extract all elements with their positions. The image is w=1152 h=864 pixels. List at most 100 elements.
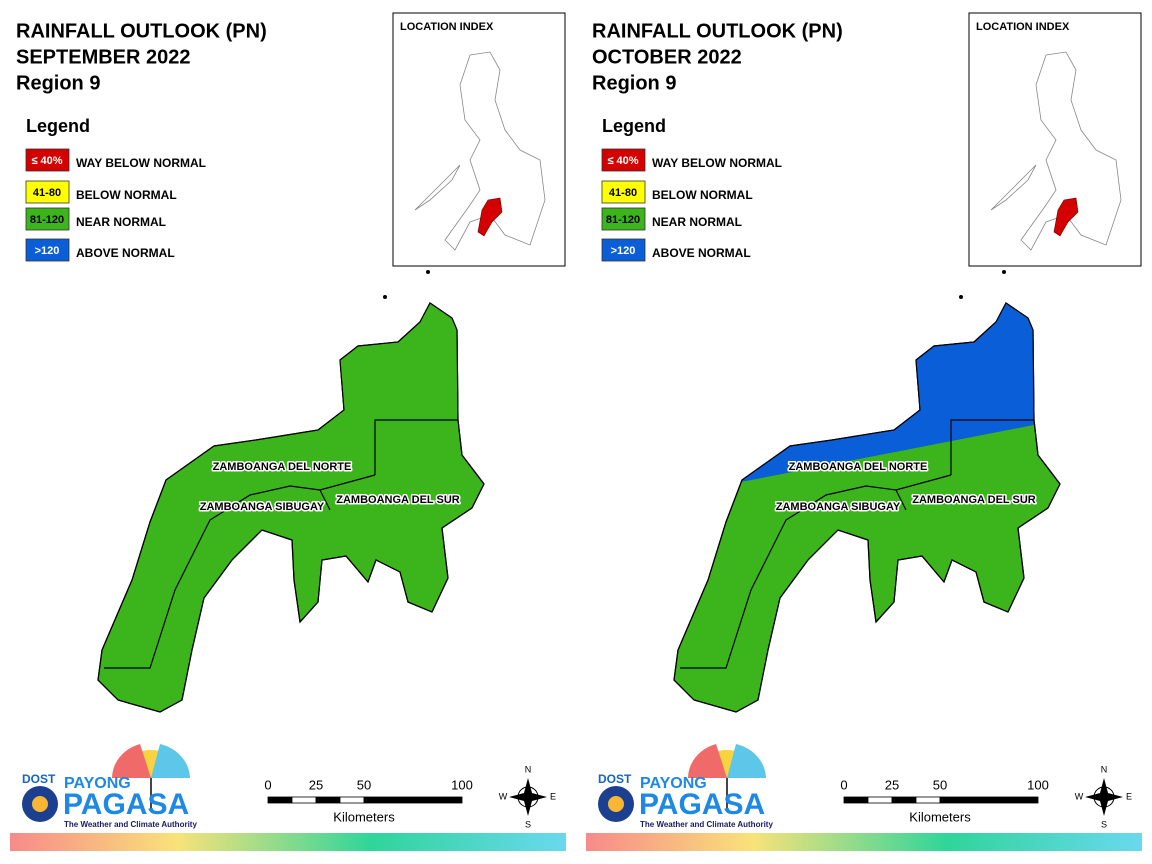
province-boundary: [895, 489, 907, 511]
legend-label: ABOVE NORMAL: [652, 246, 751, 260]
scale-tick-label: 0: [840, 777, 847, 792]
location-index-title: LOCATION INDEX: [400, 21, 494, 33]
logo-line1: PAYONG: [640, 775, 707, 792]
scale-tick-label: 100: [451, 777, 473, 792]
legend-swatch: [25, 207, 70, 231]
umbrella-logo-right: [151, 744, 190, 778]
map-title: SEPTEMBER 2022: [16, 46, 191, 68]
compass-letter: W: [499, 791, 508, 801]
province-boundary: [319, 489, 331, 511]
map-title: Region 9: [592, 72, 676, 94]
scale-tick-label: 0: [264, 777, 271, 792]
province-boundary: [680, 474, 952, 669]
map-title: RAINFALL OUTLOOK (PN): [592, 20, 843, 42]
scale-segment: [267, 796, 293, 804]
logo-line1: PAYONG: [64, 775, 131, 792]
scale-tick-label: 50: [933, 777, 947, 792]
logo-line2: PAGASA: [63, 788, 189, 821]
legend-label: NEAR NORMAL: [652, 215, 742, 229]
legend-swatch: [601, 207, 646, 231]
compass-rose: [509, 778, 547, 816]
legend-swatch: [25, 148, 70, 172]
umbrella-logo-right: [727, 744, 766, 778]
philippines-islands: [990, 164, 1037, 211]
philippines-islands: [414, 164, 461, 211]
logo-tagline: The Weather and Climate Authority: [640, 820, 773, 829]
scale-tick-label: 50: [357, 777, 371, 792]
legend-label: WAY BELOW NORMAL: [652, 156, 782, 170]
province-boundary: [104, 474, 376, 669]
logo-tagline: The Weather and Climate Authority: [64, 820, 197, 829]
scale-segment: [363, 796, 463, 804]
region-map-north: [98, 303, 484, 500]
legend-label: WAY BELOW NORMAL: [76, 156, 206, 170]
scale-segment: [339, 796, 365, 804]
scale-unit: Kilometers: [333, 809, 395, 824]
legend-label: BELOW NORMAL: [652, 188, 753, 202]
scale-segment: [315, 796, 341, 804]
legend-label: ABOVE NORMAL: [76, 246, 175, 260]
logo-agency: DOST: [22, 772, 56, 786]
legend-label: NEAR NORMAL: [76, 215, 166, 229]
logo-agency: DOST: [598, 772, 632, 786]
dost-emblem-center: [32, 796, 48, 812]
legend-swatch-label: >120: [611, 245, 636, 257]
region-9-highlight: [477, 197, 503, 237]
scale-segment: [891, 796, 917, 804]
color-band: [10, 833, 566, 851]
province-label: ZAMBOANGA DEL SUR: [336, 494, 460, 506]
region-map-outline: [673, 302, 1061, 713]
color-band: [586, 833, 1142, 851]
legend-swatch-label: 41-80: [33, 187, 61, 199]
umbrella-logo-left: [688, 744, 727, 778]
compass-letter: N: [525, 764, 532, 774]
scale-tick-label: 25: [885, 777, 899, 792]
legend-swatch: [25, 180, 70, 204]
islet: [1002, 270, 1006, 274]
dost-emblem-center: [608, 796, 624, 812]
region-9-highlight: [1053, 197, 1079, 237]
scale-segment: [915, 796, 941, 804]
compass-letter: W: [1075, 791, 1084, 801]
map-panel: RAINFALL OUTLOOK (PN) SEPTEMBER 2022 Regio…: [10, 12, 566, 851]
location-index-title: LOCATION INDEX: [976, 21, 1070, 33]
scale-tick-label: 25: [309, 777, 323, 792]
compass-rose: [1085, 778, 1123, 816]
province-label: ZAMBOANGA DEL NORTE: [789, 461, 928, 473]
scale-segment: [291, 796, 317, 804]
islet: [426, 270, 430, 274]
scale-segment: [939, 796, 1039, 804]
legend-swatch-label: ≤ 40%: [31, 155, 62, 167]
compass-letter: N: [1101, 764, 1108, 774]
umbrella-logo-left: [112, 744, 151, 778]
compass-letter: S: [525, 819, 531, 829]
legend-title: Legend: [26, 116, 90, 136]
legend-swatch: [601, 148, 646, 172]
province-boundary: [950, 419, 1034, 475]
scale-segment: [843, 796, 869, 804]
legend-swatch-label: >120: [35, 245, 60, 257]
legend-swatch-label: 81-120: [606, 214, 640, 226]
map-title: OCTOBER 2022: [592, 46, 742, 68]
compass-ring: [517, 786, 539, 808]
compass-letter: E: [1126, 791, 1132, 801]
scale-tick-label: 100: [1027, 777, 1049, 792]
islet: [383, 295, 387, 299]
province-label: ZAMBOANGA SIBUGAY: [200, 501, 325, 513]
region-map-outline: [97, 302, 485, 713]
province-label: ZAMBOANGA DEL NORTE: [213, 461, 352, 473]
region-map-north: [674, 303, 1060, 500]
compass-ring: [1093, 786, 1115, 808]
province-label: ZAMBOANGA DEL SUR: [912, 494, 1036, 506]
legend-swatch: [25, 238, 70, 262]
province-boundary: [374, 419, 458, 475]
legend-swatch-label: 81-120: [30, 214, 64, 226]
legend-title: Legend: [602, 116, 666, 136]
islet: [959, 295, 963, 299]
province-label: ZAMBOANGA SIBUGAY: [776, 501, 901, 513]
compass-letter: S: [1101, 819, 1107, 829]
logo-line2: PAGASA: [639, 788, 765, 821]
legend-swatch-label: 41-80: [609, 187, 637, 199]
legend-swatch: [601, 238, 646, 262]
